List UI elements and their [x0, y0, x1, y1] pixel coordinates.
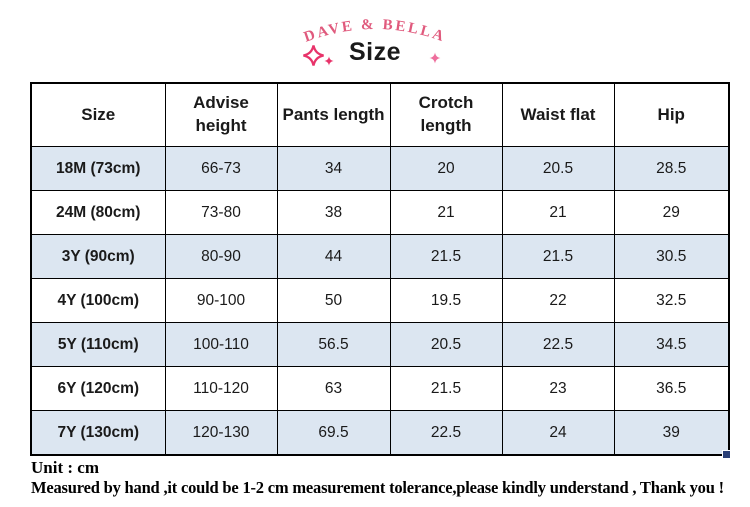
value-cell: 63: [276, 366, 391, 411]
value-cell: 28.5: [613, 146, 730, 191]
value-cell: 69.5: [276, 410, 391, 456]
value-cell: 29: [613, 190, 730, 235]
table-header-row: Size Advise height Pants length Crotch leng…: [30, 82, 730, 147]
value-cell: 21.5: [389, 234, 503, 279]
size-cell: 5Y (110cm): [30, 322, 166, 367]
size-cell: 3Y (90cm): [30, 234, 166, 279]
column-header: Waist flat: [501, 82, 615, 147]
unit-note: Unit : cm: [31, 458, 99, 477]
value-cell: 30.5: [613, 234, 730, 279]
value-cell: 22.5: [389, 410, 503, 456]
table-row: 5Y (110cm) 100-110 56.5 20.5 22.5 34.5: [30, 322, 730, 367]
value-cell: 110-120: [164, 366, 278, 411]
value-cell: 22: [501, 278, 615, 323]
size-table-wrap: Size Advise height Pants length Crotch leng…: [30, 82, 731, 459]
value-cell: 20.5: [389, 322, 503, 367]
value-cell: 39: [613, 410, 730, 456]
value-cell: 73-80: [164, 190, 278, 235]
table-row: 4Y (100cm) 90-100 50 19.5 22 32.5: [30, 278, 730, 323]
value-cell: 21: [501, 190, 615, 235]
size-cell: 7Y (130cm): [30, 410, 166, 456]
value-cell: 24: [501, 410, 615, 456]
value-cell: 90-100: [164, 278, 278, 323]
column-header: Advise height: [164, 82, 278, 147]
value-cell: 120-130: [164, 410, 278, 456]
value-cell: 44: [276, 234, 391, 279]
value-cell: 32.5: [613, 278, 730, 323]
value-cell: 19.5: [389, 278, 503, 323]
value-cell: 20.5: [501, 146, 615, 191]
value-cell: 20: [389, 146, 503, 191]
value-cell: 66-73: [164, 146, 278, 191]
value-cell: 50: [276, 278, 391, 323]
sparkle-filled-icon: [429, 52, 441, 64]
table-row: 18M (73cm) 66-73 34 20 20.5 28.5: [30, 146, 730, 191]
column-header: Hip: [613, 82, 730, 147]
value-cell: 38: [276, 190, 391, 235]
table-row: 7Y (130cm) 120-130 69.5 22.5 24 39: [30, 410, 730, 456]
tolerance-note: Measured by hand ,it could be 1-2 cm mea…: [31, 478, 724, 497]
brand-arc: DAVE & BELLA: [302, 17, 446, 46]
size-cell: 4Y (100cm): [30, 278, 166, 323]
column-header: Size: [30, 82, 166, 147]
value-cell: 34: [276, 146, 391, 191]
value-cell: 34.5: [613, 322, 730, 367]
value-cell: 36.5: [613, 366, 730, 411]
value-cell: 100-110: [164, 322, 278, 367]
size-cell: 6Y (120cm): [30, 366, 166, 411]
value-cell: 80-90: [164, 234, 278, 279]
column-header: Pants length: [276, 82, 391, 147]
size-table: Size Advise height Pants length Crotch leng…: [30, 82, 730, 456]
page-title: Size: [348, 38, 402, 66]
table-row: 6Y (120cm) 110-120 63 21.5 23 36.5: [30, 366, 730, 411]
value-cell: 21: [389, 190, 503, 235]
value-cell: 56.5: [276, 322, 391, 367]
value-cell: 21.5: [501, 234, 615, 279]
size-cell: 24M (80cm): [30, 190, 166, 235]
selection-fill-handle: [722, 450, 731, 459]
footer: Unit : cm Measured by hand ,it could be …: [31, 457, 743, 498]
value-cell: 23: [501, 366, 615, 411]
value-cell: 22.5: [501, 322, 615, 367]
sparkle-filled-icon: [324, 56, 334, 66]
sparkle-outline-icon: [303, 45, 324, 66]
table-row: 24M (80cm) 73-80 38 21 21 29: [30, 190, 730, 235]
column-header: Crotch length: [389, 82, 503, 147]
table-row: 3Y (90cm) 80-90 44 21.5 21.5 30.5: [30, 234, 730, 279]
header: DAVE & BELLA Size: [0, 0, 750, 82]
size-cell: 18M (73cm): [30, 146, 166, 191]
value-cell: 21.5: [389, 366, 503, 411]
